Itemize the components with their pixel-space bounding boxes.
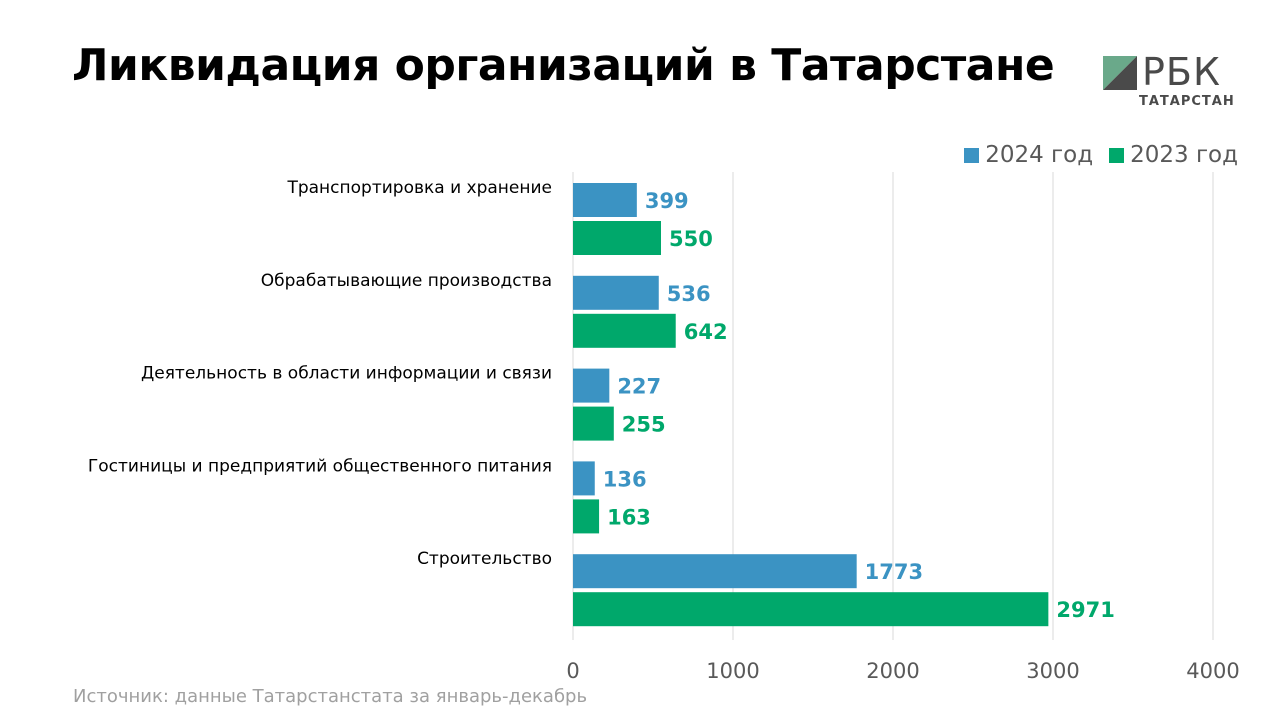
- bar-2023: [573, 406, 614, 441]
- x-tick-label: 4000: [1186, 659, 1239, 683]
- data-label-2024: 136: [603, 467, 647, 491]
- data-label-2024: 227: [617, 375, 661, 399]
- category-label: Строительство: [417, 549, 552, 569]
- data-label-2024: 399: [645, 189, 689, 213]
- legend-label-2023: 2023 год: [1130, 142, 1238, 168]
- bar-2024: [573, 275, 659, 310]
- source-note: Источник: данные Татарстанстата за январ…: [73, 686, 588, 707]
- legend-swatch-2023: [1109, 147, 1125, 163]
- bar-2023: [573, 313, 676, 348]
- chart-legend: 2024 год 2023 год: [964, 142, 1238, 168]
- category-label: Транспортировка и хранение: [286, 178, 552, 198]
- bar-2024: [573, 368, 610, 403]
- legend-label-2024: 2024 год: [985, 142, 1094, 168]
- bar-2023: [573, 221, 661, 255]
- x-tick-label: 0: [566, 659, 579, 683]
- rbc-logo: РБК ТАТАРСТАН: [1100, 50, 1240, 116]
- category-label: Гостиницы и предприятий общественного пи…: [88, 456, 552, 476]
- data-label-2023: 255: [622, 413, 666, 437]
- logo-subtitle: ТАТАРСТАН: [1139, 94, 1235, 109]
- data-label-2023: 550: [669, 227, 713, 251]
- bar-2024: [573, 461, 595, 496]
- data-label-2023: 2971: [1056, 598, 1114, 622]
- data-label-2024: 536: [667, 282, 711, 306]
- legend-item-2024: 2024 год: [964, 142, 1093, 168]
- data-label-2023: 642: [684, 320, 728, 344]
- x-tick-label: 1000: [706, 659, 759, 683]
- bar-2024: [573, 183, 637, 217]
- chart-title: Ликвидация организаций в Татарстане: [72, 40, 1055, 91]
- legend-item-2023: 2023 год: [1109, 142, 1238, 168]
- bar-2023: [573, 499, 600, 534]
- data-label-2023: 163: [607, 505, 651, 529]
- category-label: Деятельность в области информации и связ…: [141, 364, 552, 384]
- data-label-2024: 1773: [865, 560, 923, 584]
- logo-mark-icon: [1103, 56, 1137, 90]
- bar-2023: [573, 592, 1049, 627]
- category-label: Обрабатывающие производства: [261, 271, 552, 291]
- bar-2024: [573, 554, 857, 589]
- x-tick-label: 3000: [1026, 659, 1079, 683]
- logo-name: РБК: [1142, 50, 1221, 94]
- legend-swatch-2024: [964, 147, 980, 163]
- x-tick-label: 2000: [866, 659, 919, 683]
